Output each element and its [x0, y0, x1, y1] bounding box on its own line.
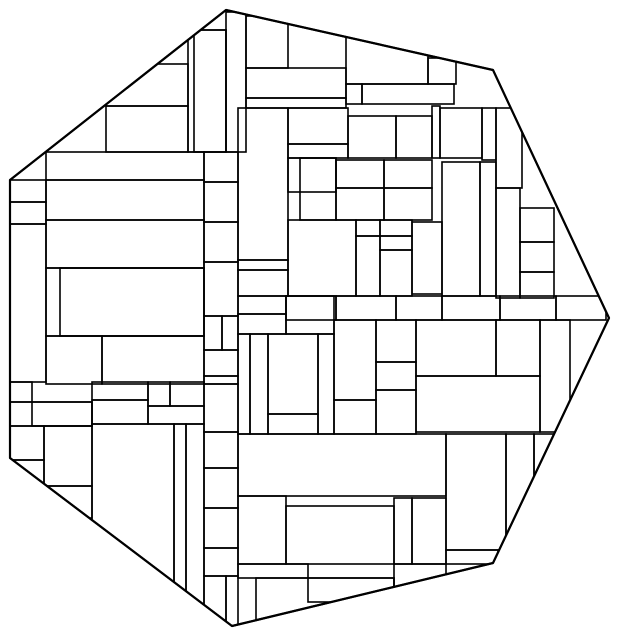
polygon-border — [8, 8, 611, 628]
tile-rect — [361, 83, 455, 105]
tile-rect — [519, 271, 555, 299]
polygon-outline — [9, 9, 610, 627]
tile-rect — [225, 575, 239, 626]
